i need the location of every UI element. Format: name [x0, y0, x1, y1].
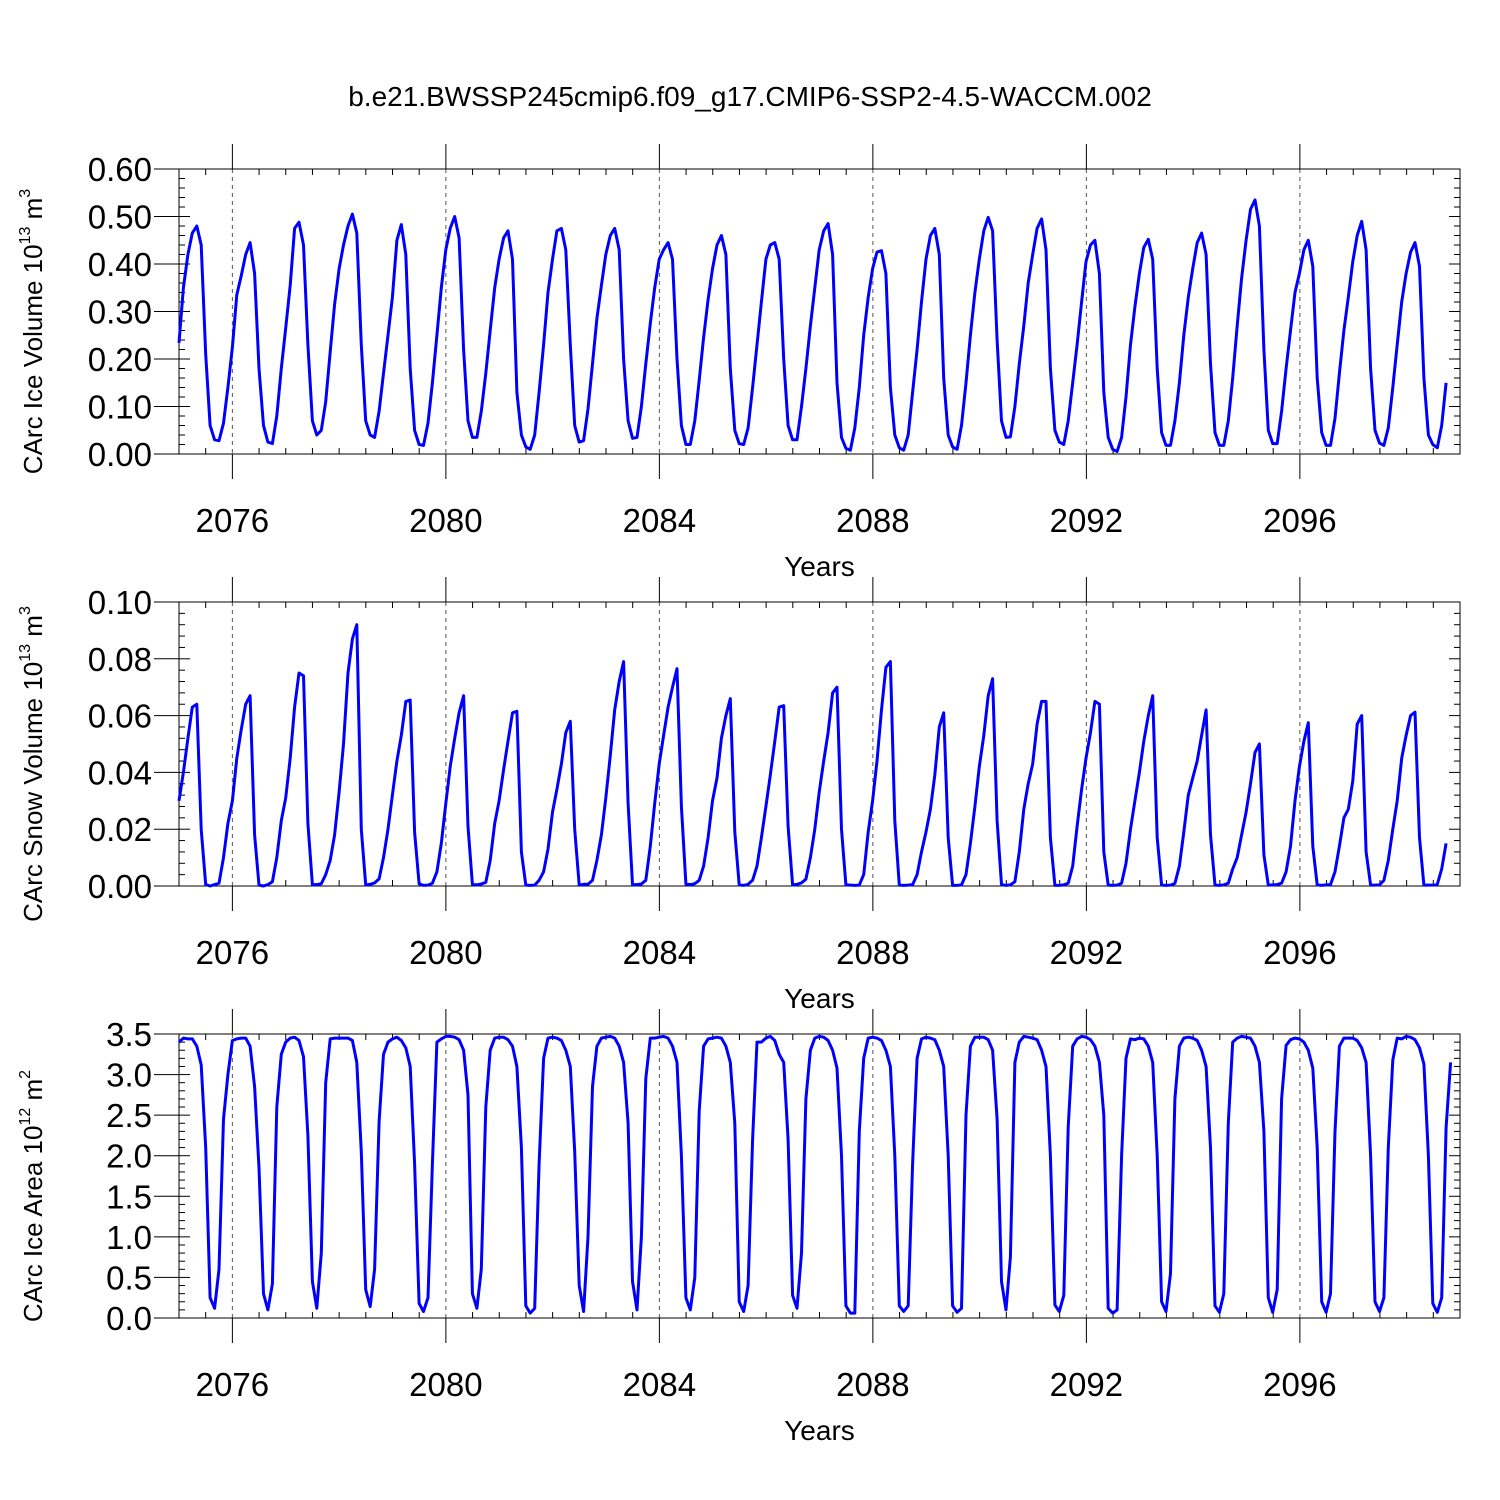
- x-tick-label: 2092: [1050, 934, 1123, 971]
- y-tick-label: 2.0: [106, 1138, 152, 1175]
- y-tick-label: 0.02: [88, 811, 152, 848]
- x-tick-label: 2096: [1263, 934, 1336, 971]
- plot-frame: [178, 1033, 1461, 1319]
- x-tick-label: 2096: [1263, 502, 1336, 539]
- y-axis-label: CArc Ice Area 1012 m2: [17, 1070, 48, 1322]
- y-tick-label: 0.00: [88, 868, 152, 905]
- y-tick-label: 3.5: [106, 1016, 152, 1053]
- x-tick-label: 2092: [1050, 1366, 1123, 1403]
- y-axis-label: CArc Ice Volume 1013 m3: [17, 189, 48, 474]
- x-tick-label: 2092: [1050, 502, 1123, 539]
- y-tick-label: 2.5: [106, 1097, 152, 1134]
- x-axis-label: Years: [784, 551, 855, 582]
- x-axis-label: Years: [784, 983, 855, 1014]
- y-tick-label: 0.0: [106, 1300, 152, 1337]
- y-tick-label: 0.30: [88, 294, 152, 331]
- series-line: [177, 623, 1448, 888]
- series-line: [177, 1034, 1453, 1315]
- y-tick-label: 0.04: [88, 754, 152, 791]
- y-tick-label: 0.00: [88, 436, 152, 473]
- panel-3: 0.0 0.51.0 1.52.0 2.53.0 3.5 2076 2080 2084 2088…: [17, 1009, 1461, 1446]
- x-tick-label: 2076: [196, 934, 269, 971]
- x-tick-label: 2080: [409, 502, 482, 539]
- y-tick-label: 0.50: [88, 199, 152, 236]
- y-tick-label: 0.40: [88, 246, 152, 283]
- x-tick-label: 2084: [623, 502, 696, 539]
- y-tick-label: 0.20: [88, 341, 152, 378]
- y-tick-label: 0.08: [88, 641, 152, 678]
- x-tick-label: 2096: [1263, 1366, 1336, 1403]
- x-tick-label: 2076: [196, 1366, 269, 1403]
- panel-2: 0.00 0.02 0.04 0.06 0.08 0.10 2076 2080 2084 2088…: [17, 577, 1461, 1014]
- x-tick-label: 2088: [836, 1366, 909, 1403]
- y-tick-label: 1.0: [106, 1219, 152, 1256]
- plot-frame: [178, 168, 1461, 455]
- panel-1: 0.00 0.10 0.20 0.30 0.40 0.50 0.60 2076 2080 2084…: [17, 144, 1461, 582]
- x-tick-label: 2080: [409, 934, 482, 971]
- x-tick-label: 2080: [409, 1366, 482, 1403]
- y-tick-label: 0.10: [88, 389, 152, 426]
- y-tick-label: 0.10: [88, 584, 152, 621]
- y-tick-label: 1.5: [106, 1178, 152, 1215]
- x-tick-label: 2076: [196, 502, 269, 539]
- y-tick-label: 3.0: [106, 1057, 152, 1094]
- y-axis-label: CArc Snow Volume 1013 m3: [17, 606, 48, 922]
- y-tick-label: 0.60: [88, 151, 152, 188]
- plot-frame: [178, 601, 1461, 887]
- x-tick-label: 2084: [623, 934, 696, 971]
- x-tick-label: 2084: [623, 1366, 696, 1403]
- y-tick-label: 0.5: [106, 1259, 152, 1296]
- y-tick-label: 0.06: [88, 698, 152, 735]
- x-tick-label: 2088: [836, 934, 909, 971]
- chart-title: b.e21.BWSSP245cmip6.f09_g17.CMIP6-SSP2-4…: [348, 81, 1152, 112]
- series-line: [177, 198, 1448, 454]
- x-axis-label: Years: [784, 1415, 855, 1446]
- x-tick-label: 2088: [836, 502, 909, 539]
